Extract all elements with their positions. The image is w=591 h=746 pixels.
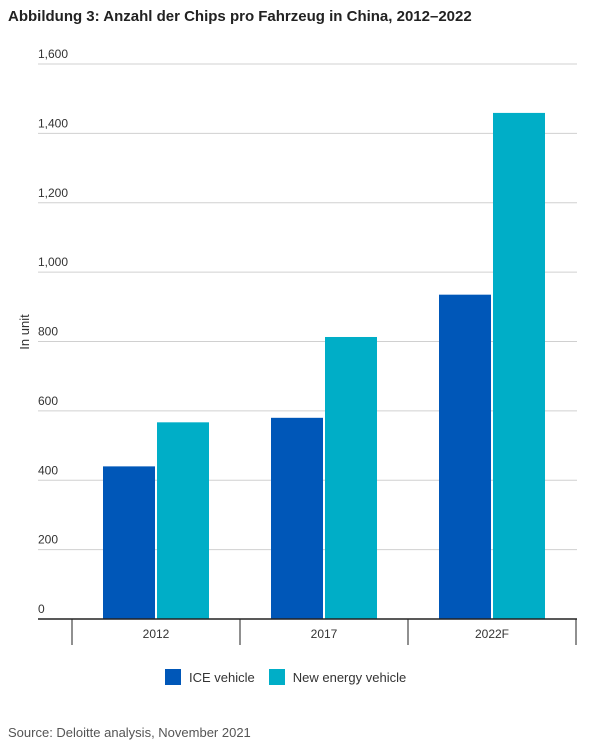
x-axis: 2012 2017 2022F	[38, 618, 577, 645]
bar-ice	[103, 466, 155, 619]
bar-nev	[493, 112, 545, 620]
source-note: Source: Deloitte analysis, November 2021	[8, 725, 251, 740]
y-tick-label: 1,600	[38, 47, 68, 61]
y-tick-label: 600	[38, 394, 58, 408]
legend-label-nev: New energy vehicle	[292, 669, 407, 685]
bar-ice	[271, 417, 323, 619]
legend-label-ice: ICE vehicle	[189, 669, 255, 685]
bars	[103, 112, 545, 620]
legend-swatch-ice	[165, 669, 181, 685]
bar-ice	[439, 294, 491, 619]
y-tick-label: 400	[38, 463, 58, 477]
y-tick-label: 0	[38, 602, 45, 616]
bar-nev	[157, 422, 209, 619]
y-tick-label: 1,200	[38, 186, 68, 200]
legend: ICE vehicle New energy vehicle	[165, 669, 420, 685]
legend-item-ice: ICE vehicle	[165, 669, 255, 685]
x-tick-label: 2022F	[475, 627, 509, 641]
legend-item-nev: New energy vehicle	[268, 669, 407, 685]
y-tick-labels: 0 200 400 600 800 1,000 1,200 1,400 1,600	[38, 47, 68, 616]
bar-nev	[325, 336, 377, 619]
x-tick-label: 2017	[311, 627, 338, 641]
chart-title: Abbildung 3: Anzahl der Chips pro Fahrze…	[8, 8, 472, 25]
y-tick-label: 1,400	[38, 116, 68, 130]
x-tick-label: 2012	[143, 627, 170, 641]
legend-swatch-nev	[268, 669, 285, 685]
y-tick-label: 800	[38, 325, 58, 339]
y-tick-label: 200	[38, 533, 58, 547]
y-tick-label: 1,000	[38, 255, 68, 269]
y-axis-label: In unit	[17, 314, 32, 350]
